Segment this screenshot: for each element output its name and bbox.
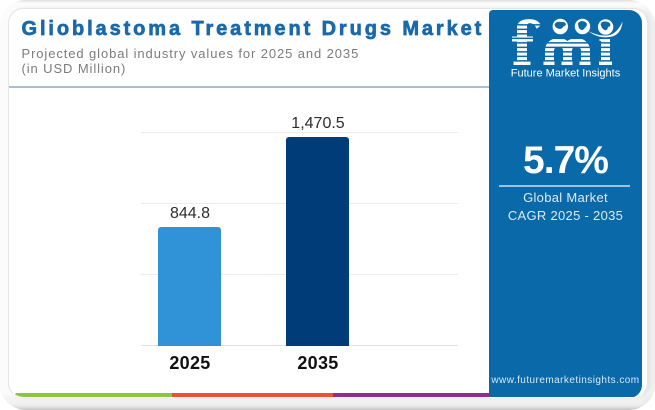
svg-text:Future Market Insights: Future Market Insights (511, 68, 621, 80)
